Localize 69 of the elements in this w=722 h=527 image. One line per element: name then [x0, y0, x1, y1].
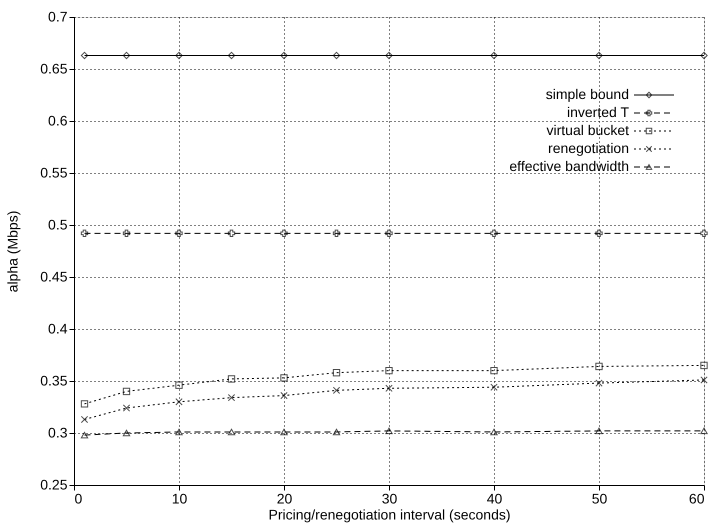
point	[80, 416, 88, 424]
y-tick-label: 0.3	[48, 424, 68, 440]
point	[595, 379, 603, 387]
x-tick-label: 10	[172, 490, 188, 506]
point	[80, 230, 88, 237]
legend-label: renegotiation	[548, 140, 629, 156]
point	[175, 398, 183, 406]
y-tick-label: 0.35	[40, 372, 68, 388]
point	[490, 230, 498, 237]
point	[700, 428, 708, 434]
point	[122, 388, 130, 396]
point	[595, 230, 603, 237]
point	[280, 230, 288, 237]
legend-label: virtual bucket	[546, 122, 630, 138]
point	[490, 428, 498, 436]
point	[385, 428, 393, 434]
x-tick-label: 30	[382, 490, 398, 506]
point	[175, 230, 183, 237]
point	[700, 52, 708, 60]
x-tick-label: 60	[688, 490, 705, 506]
point	[595, 428, 603, 434]
y-tick-label: 0.55	[40, 164, 68, 180]
y-tick-label: 0.7	[48, 8, 68, 24]
point	[80, 400, 88, 408]
x-tick-label: 50	[592, 490, 608, 506]
point	[332, 428, 340, 436]
point	[332, 369, 340, 376]
point	[80, 432, 88, 438]
point	[228, 375, 236, 383]
y-tick-label: 0.65	[40, 60, 68, 76]
point	[385, 230, 393, 237]
point	[595, 362, 603, 370]
point	[122, 52, 130, 60]
y-tick-label: 0.45	[40, 268, 68, 284]
point	[228, 428, 236, 436]
y-tick-label: 0.5	[48, 216, 68, 232]
legend-label: effective bandwidth	[509, 158, 629, 174]
y-axis-title: alpha (Mbps)	[4, 210, 20, 292]
point	[490, 384, 498, 391]
point	[175, 382, 183, 389]
point	[332, 52, 340, 60]
point	[175, 428, 183, 436]
point	[80, 52, 88, 60]
point	[228, 52, 236, 60]
point	[122, 430, 130, 436]
legend-label: inverted T	[567, 104, 630, 120]
point	[700, 230, 708, 237]
point	[490, 366, 498, 374]
point	[385, 384, 393, 392]
point	[280, 428, 288, 436]
y-tick-label: 0.6	[48, 112, 68, 128]
y-tick-label: 0.4	[48, 320, 68, 336]
x-axis-title: Pricing/renegotiation interval (seconds)	[268, 506, 511, 522]
x-tick-label: 0	[74, 490, 82, 506]
point	[122, 404, 130, 412]
point	[228, 394, 236, 402]
y-tick-label: 0.25	[40, 476, 68, 492]
point	[332, 230, 340, 237]
point	[280, 374, 288, 382]
point	[385, 366, 393, 374]
point	[122, 230, 130, 237]
point	[280, 392, 288, 400]
point	[700, 376, 708, 384]
x-tick-label: 40	[486, 490, 502, 506]
legend-label: simple bound	[546, 86, 629, 102]
point	[228, 230, 236, 237]
point	[700, 362, 708, 370]
x-tick-label: 20	[276, 490, 292, 506]
point	[332, 386, 340, 394]
